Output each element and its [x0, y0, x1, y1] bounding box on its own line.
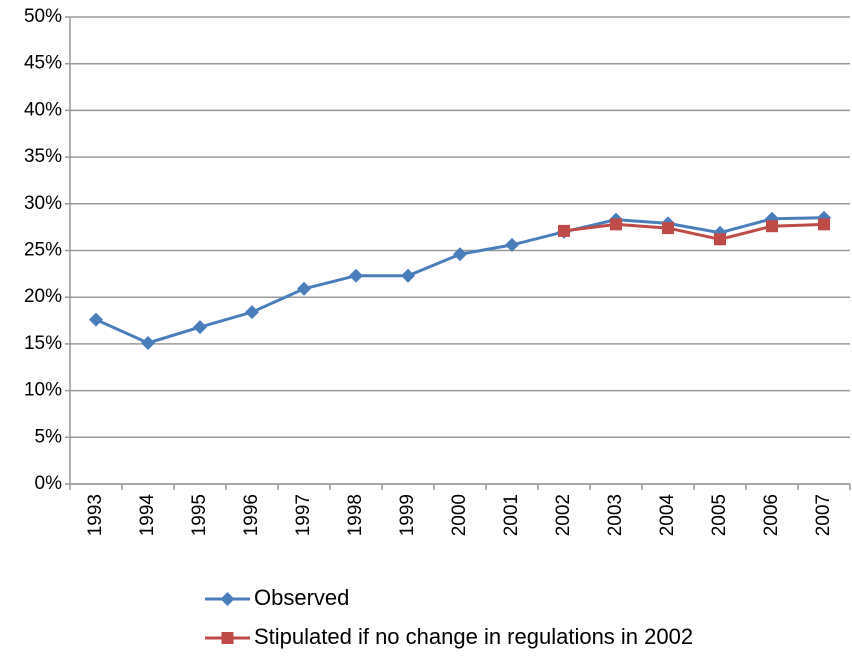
y-tick-label: 25% [24, 240, 62, 261]
y-tick-label: 45% [24, 53, 62, 74]
y-tick-label: 10% [24, 380, 62, 401]
legend-marker [220, 592, 235, 606]
y-tick-label: 50% [24, 6, 62, 27]
data-point [662, 222, 674, 235]
data-point [558, 224, 570, 237]
data-point [818, 218, 830, 231]
legend-marker [221, 632, 234, 644]
x-tick-label: 1996 [241, 494, 262, 536]
data-point [401, 268, 415, 283]
y-tick-label: 35% [24, 146, 62, 167]
y-tick-label: 5% [35, 426, 63, 447]
data-point [453, 247, 467, 262]
y-tick-label: 0% [35, 473, 63, 494]
data-point [349, 268, 363, 283]
x-tick-label: 1995 [189, 494, 210, 536]
legend-label: Stipulated if no change in regulations i… [254, 624, 693, 649]
x-tick-label: 1994 [137, 494, 158, 537]
data-point [193, 320, 207, 335]
data-point [141, 335, 155, 350]
x-tick-label: 2002 [553, 494, 574, 536]
y-tick-label: 40% [24, 99, 62, 120]
x-tick-label: 1993 [85, 494, 106, 536]
y-tick-label: 15% [24, 333, 62, 354]
data-point [505, 237, 519, 252]
data-point [610, 218, 622, 231]
series-line [563, 222, 825, 241]
x-tick-label: 1997 [293, 494, 314, 536]
x-tick-label: 2007 [813, 494, 834, 536]
y-tick-label: 30% [24, 193, 62, 214]
data-point [297, 281, 311, 296]
x-tick-label: 2006 [761, 494, 782, 536]
x-tick-label: 1999 [397, 494, 418, 536]
x-tick-label: 2001 [501, 494, 522, 536]
x-tick-label: 2004 [657, 494, 678, 537]
data-point [89, 312, 103, 327]
x-tick-label: 2005 [709, 494, 730, 536]
x-tick-label: 2000 [449, 494, 470, 536]
data-point [766, 220, 778, 233]
x-tick-label: 2003 [605, 494, 626, 536]
legend-label: Observed [254, 585, 349, 610]
data-point [245, 305, 259, 320]
data-point [714, 233, 726, 246]
x-tick-label: 1998 [345, 494, 366, 536]
y-tick-label: 20% [24, 286, 62, 307]
